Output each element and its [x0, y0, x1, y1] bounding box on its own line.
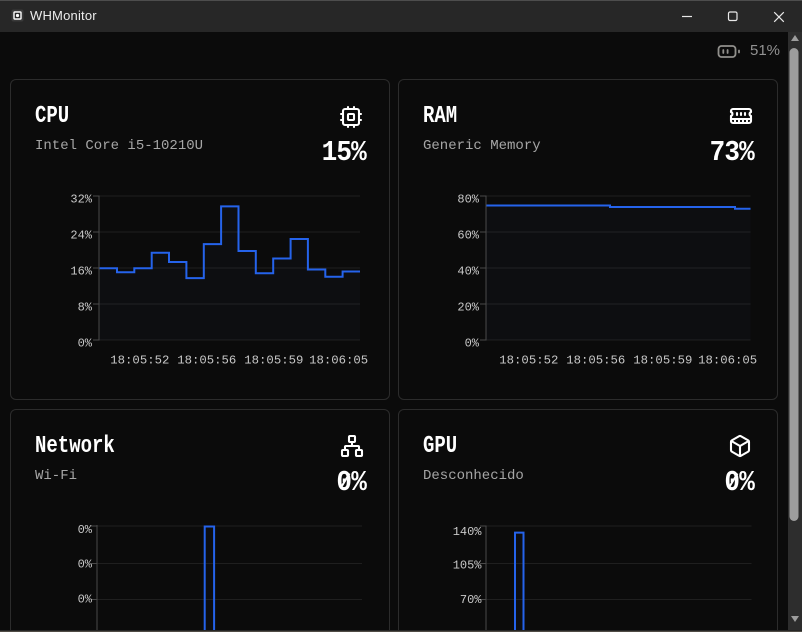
svg-text:0%: 0%	[465, 337, 480, 351]
svg-text:0%: 0%	[78, 523, 93, 537]
svg-text:60%: 60%	[457, 229, 479, 243]
svg-text:140%: 140%	[453, 525, 483, 539]
svg-text:105%: 105%	[453, 559, 483, 573]
svg-text:18:05:59: 18:05:59	[633, 354, 692, 368]
svg-text:18:06:05: 18:06:05	[698, 354, 757, 368]
svg-text:32%: 32%	[70, 193, 92, 207]
svg-text:24%: 24%	[70, 229, 92, 243]
svg-text:0%: 0%	[78, 593, 93, 607]
svg-text:8%: 8%	[78, 301, 93, 315]
svg-text:18:05:56: 18:05:56	[566, 354, 625, 368]
svg-text:18:05:56: 18:05:56	[177, 354, 236, 368]
svg-text:70%: 70%	[460, 593, 482, 607]
svg-text:0%: 0%	[78, 558, 93, 572]
svg-text:16%: 16%	[70, 265, 92, 279]
svg-text:18:05:52: 18:05:52	[499, 354, 558, 368]
svg-text:18:05:59: 18:05:59	[244, 354, 303, 368]
svg-text:18:05:52: 18:05:52	[110, 354, 169, 368]
svg-text:80%: 80%	[457, 193, 479, 207]
svg-text:18:06:05: 18:06:05	[309, 354, 368, 368]
svg-text:20%: 20%	[457, 301, 479, 315]
svg-text:0%: 0%	[78, 337, 93, 351]
svg-text:40%: 40%	[457, 265, 479, 279]
